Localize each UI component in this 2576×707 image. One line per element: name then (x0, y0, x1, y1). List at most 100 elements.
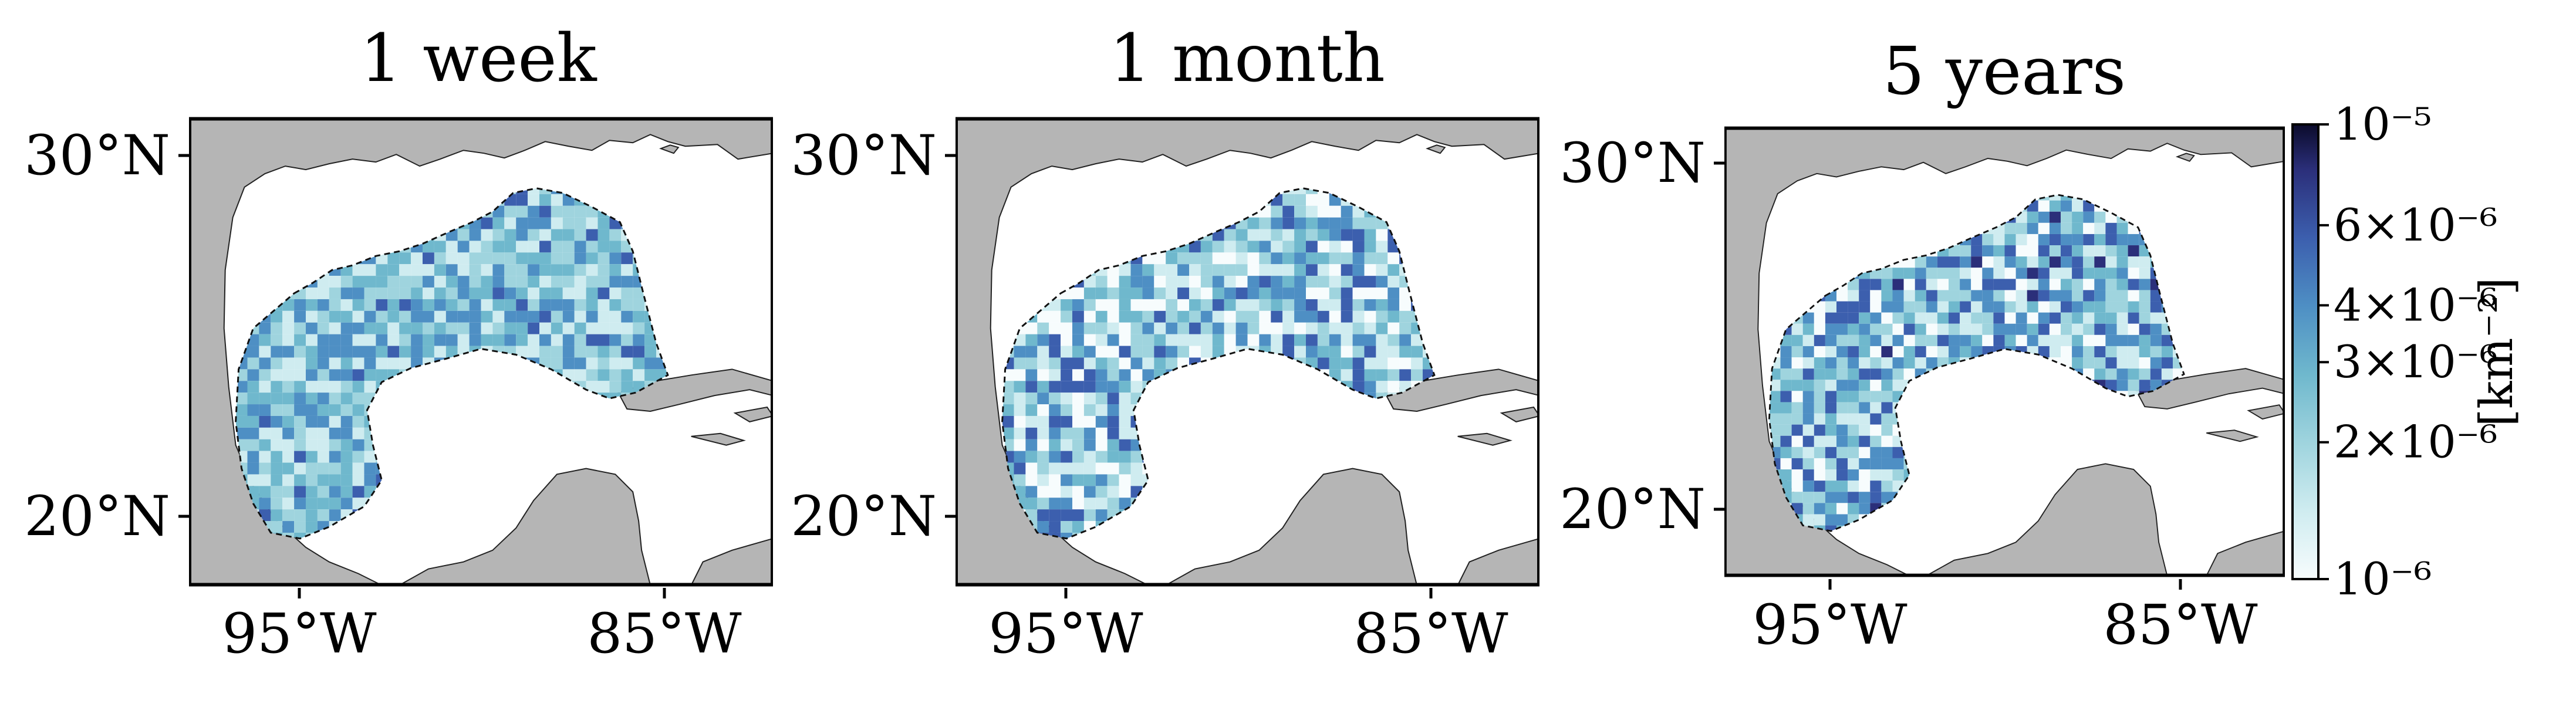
density-cell (633, 299, 645, 311)
density-cell (1859, 357, 1871, 369)
density-cell (1859, 312, 1871, 324)
density-cell (1892, 268, 1904, 279)
density-cell (1836, 446, 1848, 458)
density-cell (1235, 241, 1248, 253)
density-cell (528, 264, 539, 276)
density-cell (516, 241, 528, 253)
density-cell (1072, 521, 1084, 533)
density-cell (1364, 322, 1376, 334)
density-cell (1072, 498, 1084, 510)
density-cell (2061, 222, 2072, 234)
density-cell (376, 299, 388, 311)
density-cell (1859, 323, 1871, 335)
density-cell (2049, 268, 2061, 279)
density-cell (376, 357, 388, 370)
density-cell (1154, 357, 1166, 370)
lon-tick-3-85w: 85°W (2103, 579, 2258, 657)
density-cell (1037, 474, 1049, 486)
density-cell (1848, 290, 1859, 302)
density-cell (1294, 205, 1306, 218)
density-cell (1915, 357, 1926, 369)
density-cell (609, 252, 622, 265)
density-cell (1177, 276, 1189, 288)
density-cell (2072, 323, 2084, 335)
density-cell (445, 346, 458, 358)
density-cell (1212, 264, 1224, 276)
density-cell (317, 462, 329, 475)
density-cell (399, 322, 411, 334)
density-cell (423, 334, 434, 346)
land-1 (1924, 463, 2168, 577)
density-cell (504, 334, 516, 346)
density-cell (1387, 357, 1400, 370)
density-cell (1892, 301, 1904, 313)
density-cell (574, 229, 586, 241)
density-cell (329, 322, 341, 334)
density-cell (1814, 413, 1825, 425)
density-cell (1364, 346, 1376, 358)
density-cell (1926, 301, 1937, 313)
density-cell (1317, 205, 1329, 218)
density-cell (516, 264, 528, 276)
density-cell (2061, 245, 2072, 257)
density-cell (1025, 369, 1038, 381)
density-cell (2083, 256, 2095, 268)
density-cell (1049, 439, 1061, 451)
density-cell (317, 439, 329, 451)
density-cell (376, 264, 388, 276)
density-cell (1083, 357, 1096, 370)
density-cell (2128, 301, 2139, 313)
density-cell (1903, 268, 1915, 279)
density-cell (457, 229, 470, 241)
density-cell (2094, 357, 2106, 369)
density-cell (2105, 268, 2117, 279)
density-cell (1142, 264, 1154, 276)
density-cell (492, 287, 505, 299)
density-cell (1848, 380, 1859, 391)
density-cell (271, 381, 283, 393)
density-cell (329, 498, 341, 510)
density-cell (282, 486, 295, 498)
density-cell (1870, 469, 1882, 481)
density-cell (1341, 287, 1353, 299)
density-cell (445, 322, 458, 334)
density-cell (1142, 299, 1154, 311)
density-cell (528, 310, 539, 323)
density-cell (1130, 276, 1143, 288)
density-cell (1177, 287, 1189, 299)
density-cell (1306, 299, 1318, 311)
density-cell (1329, 357, 1341, 370)
density-cell (1072, 462, 1084, 475)
density-cell (1376, 287, 1388, 299)
density-cell (586, 241, 598, 253)
density-cell (1200, 322, 1213, 334)
density-cell (1411, 346, 1423, 358)
density-cell (411, 299, 423, 311)
density-cell (1294, 229, 1306, 241)
density-cell (329, 427, 341, 439)
density-cell (306, 427, 318, 439)
density-cell (1282, 229, 1295, 241)
density-cell (340, 474, 353, 486)
density-cell (1107, 427, 1119, 439)
density-cell (621, 346, 633, 358)
density-cell (2061, 234, 2072, 246)
density-cell (1294, 334, 1306, 346)
colorbar: 10⁻⁵6×10⁻⁶4×10⁻⁶3×10⁻⁶2×10⁻⁶10⁻⁶ [km⁻²] (2291, 98, 2523, 605)
density-cell (2038, 312, 2050, 324)
density-cell (1903, 290, 1915, 302)
density-cell (586, 357, 598, 370)
density-cell (1177, 252, 1189, 265)
density-cell (1212, 346, 1224, 358)
density-cell (1364, 357, 1376, 370)
density-cell (1802, 357, 1814, 369)
density-cell (2004, 334, 2016, 346)
density-cell (2105, 222, 2117, 234)
density-cell (2072, 256, 2084, 268)
density-cell (2116, 380, 2128, 391)
density-cell (574, 217, 586, 229)
density-cell (1960, 346, 1971, 358)
density-cell (1259, 310, 1271, 323)
density-cell (2116, 368, 2128, 380)
density-cell (1949, 268, 1960, 279)
